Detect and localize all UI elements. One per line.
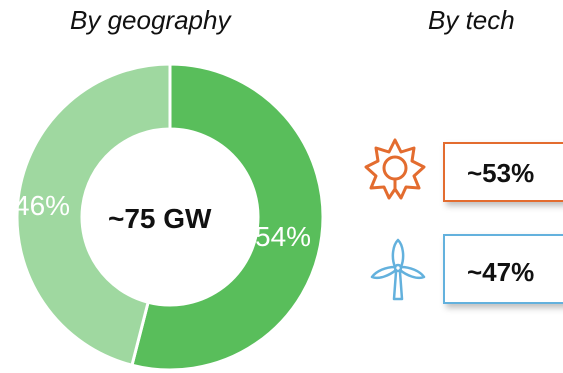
solar-share-value: ~53% (467, 158, 535, 188)
wind-share-box: ~47% (443, 234, 563, 304)
slice-label-46: 46% (14, 190, 71, 221)
donut-center-label: ~75 GW (108, 203, 212, 234)
heading-by-tech: By tech (428, 5, 515, 35)
donut-slice-54 (130, 62, 325, 372)
donut-slice-46 (15, 62, 172, 368)
sun-icon (364, 138, 426, 200)
slice-label-54: 54% (255, 221, 312, 252)
donut-chart (15, 62, 325, 372)
solar-share-box: ~53% (443, 142, 563, 202)
wind-share-value: ~47% (467, 257, 535, 287)
heading-by-geography: By geography (70, 5, 231, 35)
wind-turbine-icon (370, 238, 426, 301)
